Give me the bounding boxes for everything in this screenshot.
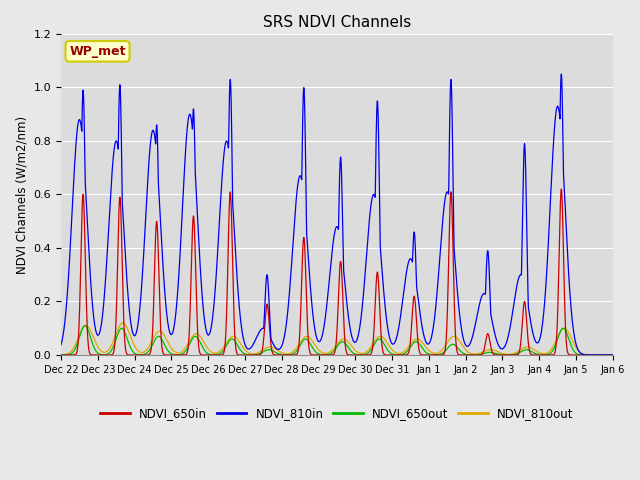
- NDVI_810in: [598, 352, 606, 358]
- NDVI_650in: [292, 352, 300, 358]
- NDVI_650out: [153, 334, 161, 340]
- NDVI_810in: [269, 340, 276, 346]
- NDVI_650out: [539, 352, 547, 358]
- Line: NDVI_810in: NDVI_810in: [61, 74, 613, 355]
- NDVI_650in: [57, 352, 65, 358]
- NDVI_650in: [598, 352, 606, 358]
- NDVI_650in: [609, 352, 617, 358]
- NDVI_650out: [269, 348, 276, 354]
- Line: NDVI_650out: NDVI_650out: [61, 325, 613, 355]
- NDVI_810out: [120, 321, 128, 326]
- NDVI_650in: [539, 352, 547, 358]
- Line: NDVI_810out: NDVI_810out: [61, 323, 613, 355]
- NDVI_810out: [293, 345, 301, 350]
- NDVI_810out: [153, 330, 161, 336]
- Title: SRS NDVI Channels: SRS NDVI Channels: [263, 15, 411, 30]
- NDVI_810in: [609, 352, 617, 358]
- NDVI_810in: [120, 229, 128, 235]
- Line: NDVI_650in: NDVI_650in: [61, 189, 613, 355]
- NDVI_650in: [269, 350, 276, 356]
- NDVI_650out: [609, 352, 617, 358]
- Text: WP_met: WP_met: [69, 45, 126, 58]
- NDVI_810in: [153, 122, 161, 128]
- Legend: NDVI_650in, NDVI_810in, NDVI_650out, NDVI_810out: NDVI_650in, NDVI_810in, NDVI_650out, NDV…: [95, 403, 578, 425]
- NDVI_650in: [557, 186, 565, 192]
- NDVI_810out: [539, 351, 547, 357]
- NDVI_810out: [57, 352, 65, 358]
- NDVI_810out: [119, 320, 127, 326]
- NDVI_810out: [598, 352, 606, 358]
- NDVI_650out: [81, 323, 89, 328]
- Y-axis label: NDVI Channels (W/m2/nm): NDVI Channels (W/m2/nm): [15, 115, 28, 274]
- NDVI_650in: [153, 218, 161, 224]
- NDVI_810out: [269, 345, 276, 350]
- NDVI_650out: [293, 348, 301, 354]
- NDVI_650out: [120, 328, 128, 334]
- NDVI_810out: [609, 352, 617, 358]
- NDVI_650in: [120, 323, 128, 329]
- NDVI_810in: [57, 342, 65, 348]
- NDVI_810in: [292, 193, 300, 199]
- NDVI_650out: [598, 352, 606, 358]
- NDVI_650out: [57, 352, 65, 358]
- NDVI_810in: [557, 71, 565, 77]
- NDVI_810in: [539, 321, 547, 326]
